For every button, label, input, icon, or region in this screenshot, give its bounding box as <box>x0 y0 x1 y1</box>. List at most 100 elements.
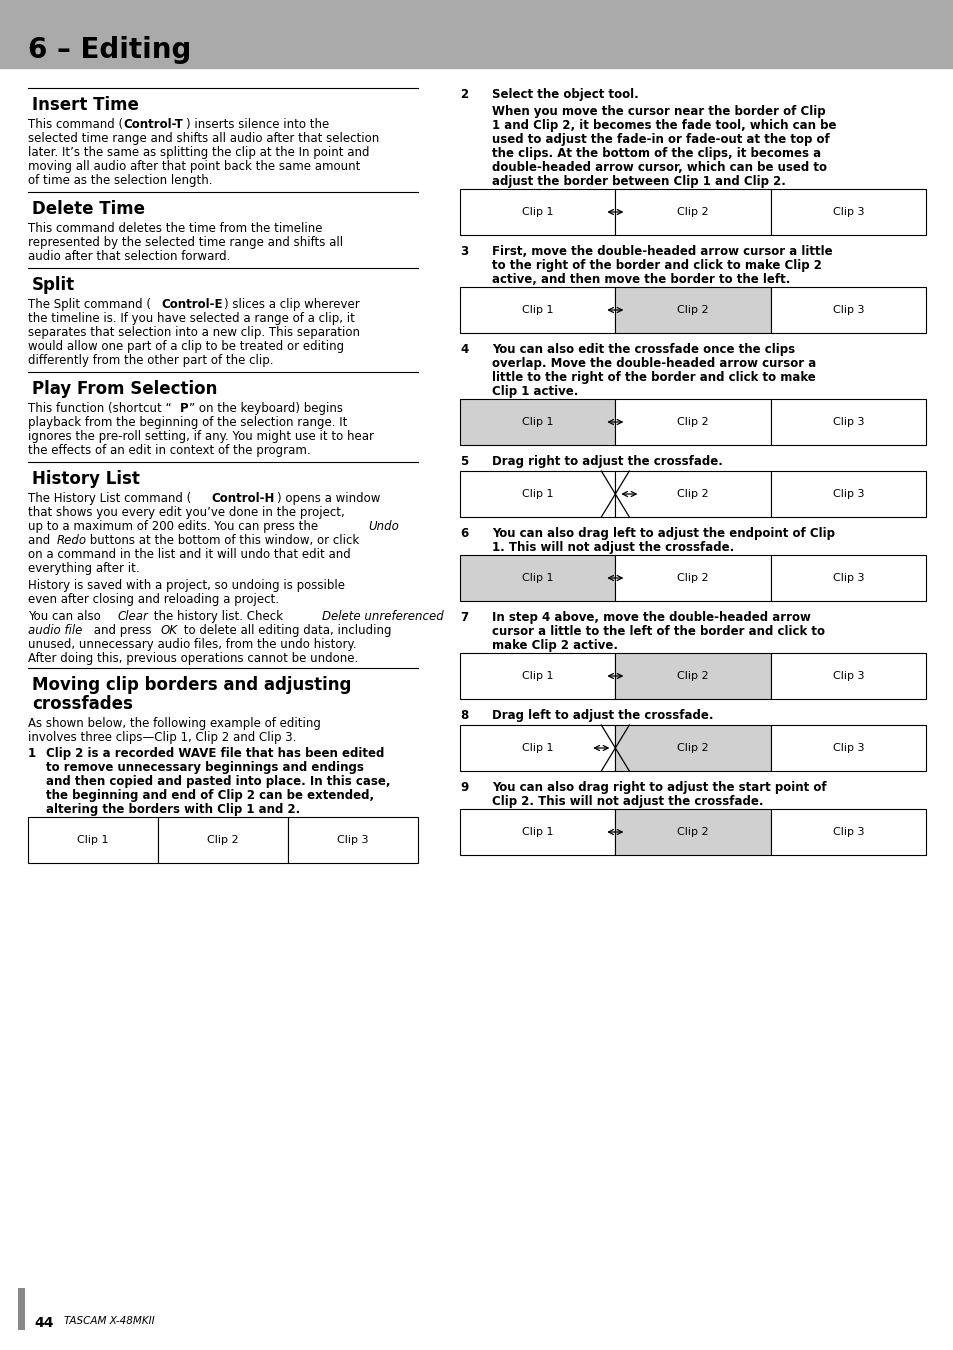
Text: to the right of the border and click to make Clip 2: to the right of the border and click to … <box>492 259 821 271</box>
Text: Clip 2: Clip 2 <box>677 671 708 680</box>
Text: Moving clip borders and adjusting: Moving clip borders and adjusting <box>32 676 351 694</box>
Text: Control-T: Control-T <box>123 117 183 131</box>
Text: separates that selection into a new clip. This separation: separates that selection into a new clip… <box>28 325 359 339</box>
Text: Clip 1: Clip 1 <box>521 572 553 583</box>
Text: You can also: You can also <box>28 610 105 622</box>
Text: cursor a little to the left of the border and click to: cursor a little to the left of the borde… <box>492 625 824 639</box>
Text: involves three clips—Clip 1, Clip 2 and Clip 3.: involves three clips—Clip 1, Clip 2 and … <box>28 730 296 744</box>
Text: Select the object tool.: Select the object tool. <box>492 88 639 101</box>
Text: Insert Time: Insert Time <box>32 96 139 113</box>
Text: to delete all editing data, including: to delete all editing data, including <box>180 624 391 637</box>
Text: Clip 2: Clip 2 <box>677 743 708 753</box>
Text: 6: 6 <box>459 526 468 540</box>
Text: 7: 7 <box>459 612 468 624</box>
Text: Undo: Undo <box>368 520 398 533</box>
Text: 1 and Clip 2, it becomes the fade tool, which can be: 1 and Clip 2, it becomes the fade tool, … <box>492 119 836 132</box>
Text: Clear: Clear <box>118 610 149 622</box>
Text: active, and then move the border to the left.: active, and then move the border to the … <box>492 273 789 286</box>
Text: would allow one part of a clip to be treated or editing: would allow one part of a clip to be tre… <box>28 340 344 352</box>
Text: used to adjust the fade-in or fade-out at the top of: used to adjust the fade-in or fade-out a… <box>492 134 829 146</box>
Bar <box>770 725 925 771</box>
Text: ) slices a clip wherever: ) slices a clip wherever <box>224 298 359 311</box>
Text: First, move the double-headed arrow cursor a little: First, move the double-headed arrow curs… <box>492 244 832 258</box>
Text: This function (shortcut “: This function (shortcut “ <box>28 402 172 414</box>
Bar <box>288 817 417 863</box>
Text: Redo: Redo <box>57 535 87 547</box>
Bar <box>459 725 615 771</box>
Text: overlap. Move the double-headed arrow cursor a: overlap. Move the double-headed arrow cu… <box>492 356 816 370</box>
Text: Clip 1: Clip 1 <box>521 743 553 753</box>
Text: Clip 2: Clip 2 <box>677 828 708 837</box>
Text: the beginning and end of Clip 2 can be extended,: the beginning and end of Clip 2 can be e… <box>46 788 374 802</box>
Text: 5: 5 <box>459 455 468 468</box>
Text: The History List command (: The History List command ( <box>28 491 191 505</box>
Text: Delete unreferenced: Delete unreferenced <box>322 610 443 622</box>
Text: Clip 1: Clip 1 <box>521 207 553 217</box>
Text: 1: 1 <box>28 747 36 760</box>
Text: 44: 44 <box>34 1316 53 1330</box>
Text: altering the borders with Clip 1 and 2.: altering the borders with Clip 1 and 2. <box>46 803 300 815</box>
Bar <box>459 555 615 601</box>
Text: 3: 3 <box>459 244 468 258</box>
Text: P: P <box>180 402 189 414</box>
Text: Clip 1 active.: Clip 1 active. <box>492 385 578 398</box>
Bar <box>459 400 615 446</box>
Text: Clip 1: Clip 1 <box>521 828 553 837</box>
Text: Clip 2: Clip 2 <box>677 572 708 583</box>
Text: Delete Time: Delete Time <box>32 200 145 217</box>
Text: Clip 2. This will not adjust the crossfade.: Clip 2. This will not adjust the crossfa… <box>492 795 762 809</box>
Text: that shows you every edit you’ve done in the project,: that shows you every edit you’ve done in… <box>28 506 344 518</box>
Text: Clip 3: Clip 3 <box>832 743 863 753</box>
Text: As shown below, the following example of editing: As shown below, the following example of… <box>28 717 320 730</box>
Text: Clip 2: Clip 2 <box>207 836 238 845</box>
Text: You can also drag right to adjust the start point of: You can also drag right to adjust the st… <box>492 782 825 794</box>
Text: ) opens a window: ) opens a window <box>276 491 380 505</box>
Text: adjust the border between Clip 1 and Clip 2.: adjust the border between Clip 1 and Cli… <box>492 176 785 188</box>
Text: on a command in the list and it will undo that edit and: on a command in the list and it will und… <box>28 548 351 562</box>
Text: represented by the selected time range and shifts all: represented by the selected time range a… <box>28 236 343 248</box>
Text: This command (: This command ( <box>28 117 123 131</box>
Text: 8: 8 <box>459 709 468 722</box>
Text: Drag left to adjust the crossfade.: Drag left to adjust the crossfade. <box>492 709 713 722</box>
Text: ” on the keyboard) begins: ” on the keyboard) begins <box>189 402 343 414</box>
Text: When you move the cursor near the border of Clip: When you move the cursor near the border… <box>492 105 824 117</box>
Text: the timeline is. If you have selected a range of a clip, it: the timeline is. If you have selected a … <box>28 312 355 325</box>
Text: and then copied and pasted into place. In this case,: and then copied and pasted into place. I… <box>46 775 390 788</box>
Text: 6 – Editing: 6 – Editing <box>28 36 192 63</box>
Bar <box>615 809 770 855</box>
Text: audio file: audio file <box>28 624 82 637</box>
Text: of time as the selection length.: of time as the selection length. <box>28 174 213 188</box>
Text: Clip 3: Clip 3 <box>832 572 863 583</box>
Text: This command deletes the time from the timeline: This command deletes the time from the t… <box>28 221 322 235</box>
Text: After doing this, previous operations cannot be undone.: After doing this, previous operations ca… <box>28 652 358 666</box>
Bar <box>459 471 615 517</box>
Bar <box>615 189 770 235</box>
Bar <box>158 817 288 863</box>
Text: and press: and press <box>90 624 155 637</box>
Text: the history list. Check: the history list. Check <box>150 610 287 622</box>
Bar <box>459 288 615 333</box>
Bar <box>18 1288 25 1330</box>
Text: up to a maximum of 200 edits. You can press the: up to a maximum of 200 edits. You can pr… <box>28 520 321 533</box>
Text: Clip 3: Clip 3 <box>832 305 863 315</box>
Bar <box>770 189 925 235</box>
Text: 1. This will not adjust the crossfade.: 1. This will not adjust the crossfade. <box>492 541 734 554</box>
Bar <box>615 653 770 699</box>
Text: Clip 1: Clip 1 <box>77 836 109 845</box>
Text: Clip 2 is a recorded WAVE file that has been edited: Clip 2 is a recorded WAVE file that has … <box>46 747 384 760</box>
Bar <box>615 288 770 333</box>
Text: audio after that selection forward.: audio after that selection forward. <box>28 250 230 263</box>
Bar <box>459 809 615 855</box>
Text: In step 4 above, move the double-headed arrow: In step 4 above, move the double-headed … <box>492 612 810 624</box>
Text: Clip 2: Clip 2 <box>677 305 708 315</box>
Text: playback from the beginning of the selection range. It: playback from the beginning of the selec… <box>28 416 347 429</box>
Text: Clip 2: Clip 2 <box>677 417 708 427</box>
Text: Clip 3: Clip 3 <box>337 836 369 845</box>
Text: 2: 2 <box>459 88 468 101</box>
Text: ignores the pre-roll setting, if any. You might use it to hear: ignores the pre-roll setting, if any. Yo… <box>28 431 374 443</box>
Text: OK: OK <box>161 624 178 637</box>
Text: You can also edit the crossfade once the clips: You can also edit the crossfade once the… <box>492 343 794 356</box>
Text: selected time range and shifts all audio after that selection: selected time range and shifts all audio… <box>28 132 379 144</box>
Bar <box>615 471 770 517</box>
Text: make Clip 2 active.: make Clip 2 active. <box>492 639 618 652</box>
